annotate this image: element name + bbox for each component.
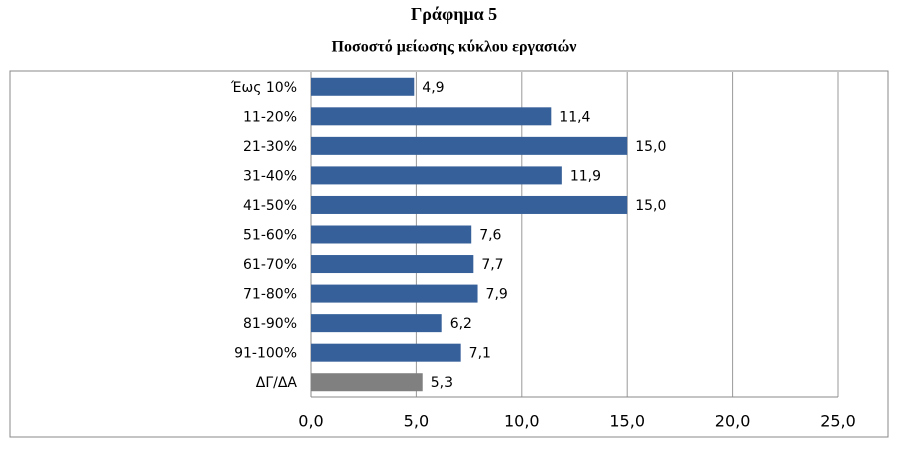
y-tick-label: 61-70% <box>243 257 297 273</box>
chart-subtitle: Ποσοστό μείωσης κύκλου εργασιών <box>332 39 577 56</box>
x-tick-label: 20,0 <box>715 412 751 431</box>
bar <box>311 343 461 362</box>
y-tick-label: Έως 10% <box>230 80 297 96</box>
value-label: 11,4 <box>559 109 590 125</box>
value-label: 7,7 <box>481 257 503 273</box>
value-label: 7,6 <box>479 228 501 244</box>
y-tick-label: ΔΓ/ΔΑ <box>256 375 298 391</box>
y-tick-label: 81-90% <box>243 316 297 332</box>
y-tick-label: 31-40% <box>243 168 297 184</box>
chart-frame <box>9 70 889 438</box>
bar <box>311 195 628 214</box>
chart-title: Γράφημα 5 <box>411 4 497 24</box>
x-tick-label: 5,0 <box>404 412 429 431</box>
y-tick-label: 71-80% <box>243 287 297 303</box>
bar <box>311 225 472 244</box>
bar <box>311 136 628 155</box>
bar <box>311 166 562 185</box>
value-label: 7,9 <box>486 287 508 303</box>
bar <box>311 284 478 303</box>
bar <box>311 255 474 274</box>
bar <box>311 77 415 96</box>
value-label: 6,2 <box>450 316 472 332</box>
value-label: 15,0 <box>635 198 666 214</box>
x-tick-label: 25,0 <box>820 412 856 431</box>
y-tick-label: 91-100% <box>234 346 297 362</box>
value-label: 11,9 <box>570 168 601 184</box>
y-tick-label: 51-60% <box>243 228 297 244</box>
y-tick-label: 21-30% <box>243 139 297 155</box>
x-tick-label: 0,0 <box>298 412 323 431</box>
x-tick-label: 15,0 <box>609 412 645 431</box>
value-label: 4,9 <box>422 80 444 96</box>
y-tick-label: 11-20% <box>243 109 297 125</box>
bar <box>311 314 442 333</box>
x-tick-label: 10,0 <box>504 412 540 431</box>
y-tick-label: 41-50% <box>243 198 297 214</box>
bar <box>311 373 423 392</box>
value-label: 7,1 <box>469 346 491 362</box>
bar <box>311 107 552 126</box>
value-label: 15,0 <box>635 139 666 155</box>
value-label: 5,3 <box>431 375 453 391</box>
